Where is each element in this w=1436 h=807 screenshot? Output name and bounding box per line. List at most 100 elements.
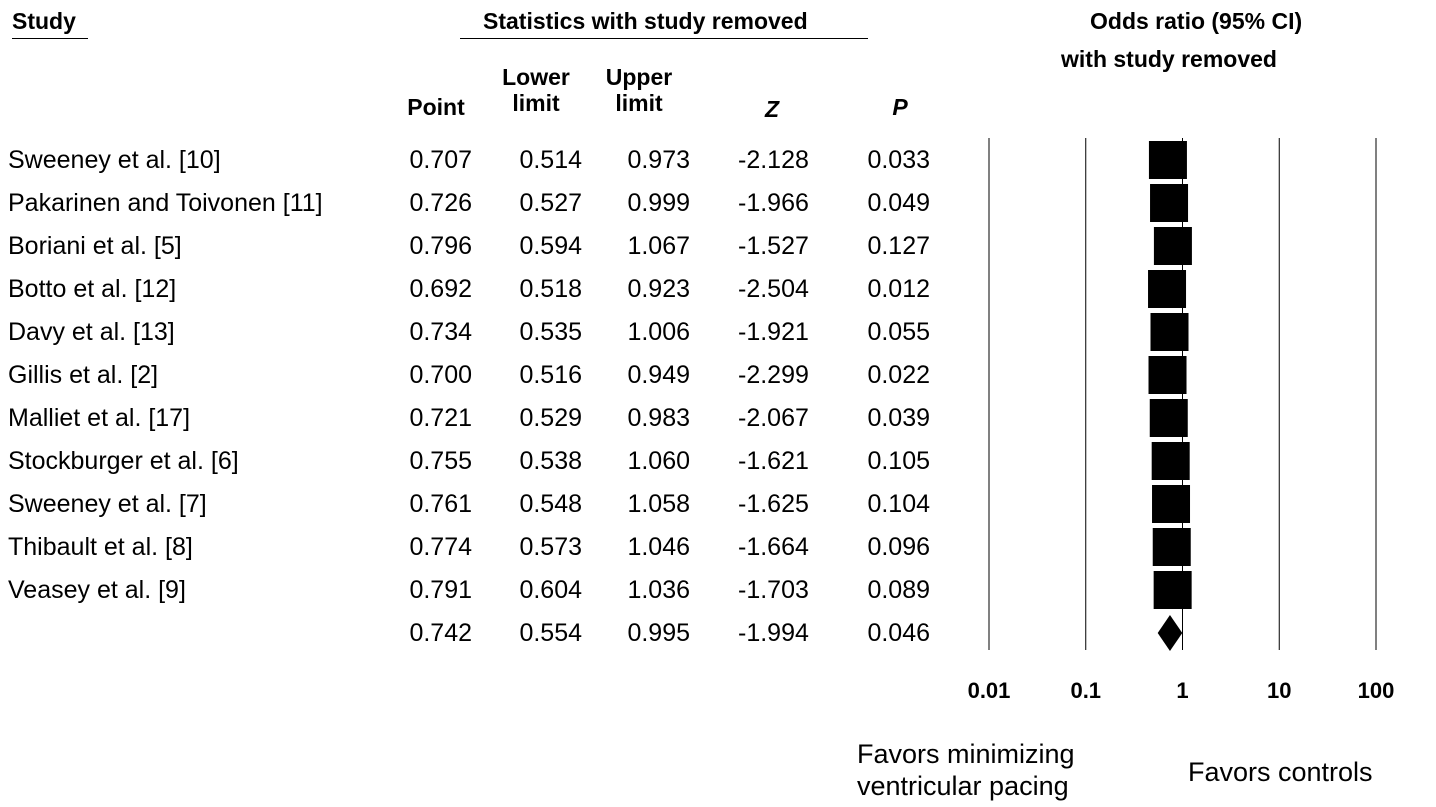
lower-limit-cell: 0.514 bbox=[519, 146, 582, 174]
lower-limit-header-line2: limit bbox=[512, 90, 560, 116]
p-cell: 0.055 bbox=[867, 318, 930, 346]
lower-limit-cell: 0.518 bbox=[519, 275, 582, 303]
point-cell: 0.734 bbox=[409, 318, 472, 346]
p-cell: 0.096 bbox=[867, 533, 930, 561]
study-name-cell: Pakarinen and Toivonen [11] bbox=[8, 189, 323, 217]
upper-limit-cell: 1.006 bbox=[627, 318, 690, 346]
upper-limit-cell: 1.046 bbox=[627, 533, 690, 561]
table-row: Sweeney et al. [10] 0.707 0.514 0.973 -2.128… bbox=[0, 146, 940, 188]
lower-limit-cell: 0.516 bbox=[519, 361, 582, 389]
point-cell: 0.742 bbox=[409, 619, 472, 647]
x-tick-label: 0.01 bbox=[968, 678, 1011, 703]
upper-limit-cell: 1.067 bbox=[627, 232, 690, 260]
p-cell: 0.127 bbox=[867, 232, 930, 260]
upper-limit-column-header: Upper limit bbox=[598, 64, 680, 116]
lower-limit-cell: 0.594 bbox=[519, 232, 582, 260]
upper-limit-cell: 1.036 bbox=[627, 576, 690, 604]
upper-limit-cell: 0.995 bbox=[627, 619, 690, 647]
table-row: Gillis et al. [2] 0.700 0.516 0.949 -2.299 0.… bbox=[0, 361, 940, 403]
point-cell: 0.774 bbox=[409, 533, 472, 561]
z-cell: -1.966 bbox=[738, 189, 809, 217]
study-header: Study bbox=[12, 8, 76, 34]
p-cell: 0.033 bbox=[867, 146, 930, 174]
odds-ratio-header-line1: Odds ratio (95% CI) bbox=[1090, 8, 1303, 34]
lower-limit-cell: 0.538 bbox=[519, 447, 582, 475]
point-marker bbox=[1148, 270, 1187, 308]
study-name-cell: Botto et al. [12] bbox=[8, 275, 177, 303]
lower-limit-cell: 0.604 bbox=[519, 576, 582, 604]
p-cell: 0.089 bbox=[867, 576, 930, 604]
z-cell: -1.621 bbox=[738, 447, 809, 475]
upper-limit-header-line1: Upper bbox=[605, 64, 673, 90]
odds-ratio-header-line2: with study removed bbox=[1061, 46, 1277, 72]
lower-limit-column-header: Lower limit bbox=[488, 64, 584, 116]
point-cell: 0.707 bbox=[409, 146, 472, 174]
favors-minimizing-label: Favors minimizing ventricular pacing bbox=[857, 738, 1075, 802]
z-cell: -1.703 bbox=[738, 576, 809, 604]
study-name-cell: Sweeney et al. [7] bbox=[8, 490, 207, 518]
point-marker bbox=[1149, 399, 1188, 437]
lower-limit-cell: 0.529 bbox=[519, 404, 582, 432]
z-cell: -1.664 bbox=[738, 533, 809, 561]
p-cell: 0.046 bbox=[867, 619, 930, 647]
x-tick-label: 10 bbox=[1267, 678, 1291, 703]
lower-limit-header-line1: Lower bbox=[502, 64, 570, 90]
study-name-cell: Boriani et al. [5] bbox=[8, 232, 182, 260]
favors-minimizing-line1: Favors minimizing bbox=[857, 739, 1075, 769]
upper-limit-cell: 0.949 bbox=[627, 361, 690, 389]
p-cell: 0.049 bbox=[867, 189, 930, 217]
p-cell: 0.012 bbox=[867, 275, 930, 303]
favors-controls-label: Favors controls bbox=[1188, 757, 1373, 787]
point-marker bbox=[1148, 356, 1187, 394]
study-name-cell: Gillis et al. [2] bbox=[8, 361, 159, 389]
point-cell: 0.761 bbox=[409, 490, 472, 518]
z-cell: -1.527 bbox=[738, 232, 809, 260]
summary-row: 0.742 0.554 0.995 -1.994 0.046 bbox=[0, 619, 940, 661]
upper-limit-cell: 1.058 bbox=[627, 490, 690, 518]
point-marker bbox=[1148, 141, 1187, 179]
p-cell: 0.104 bbox=[867, 490, 930, 518]
z-cell: -2.299 bbox=[738, 361, 809, 389]
point-marker bbox=[1152, 528, 1191, 566]
upper-limit-cell: 0.973 bbox=[627, 146, 690, 174]
upper-limit-cell: 0.999 bbox=[627, 189, 690, 217]
lower-limit-cell: 0.535 bbox=[519, 318, 582, 346]
lower-limit-cell: 0.527 bbox=[519, 189, 582, 217]
z-cell: -1.921 bbox=[738, 318, 809, 346]
point-column-header: Point bbox=[407, 94, 465, 120]
x-tick-label: 1 bbox=[1176, 678, 1188, 703]
x-tick-label: 0.1 bbox=[1070, 678, 1101, 703]
upper-limit-header-line2: limit bbox=[615, 90, 663, 116]
summary-diamond bbox=[1157, 615, 1183, 651]
study-header-underline bbox=[12, 38, 88, 39]
lower-limit-cell: 0.548 bbox=[519, 490, 582, 518]
z-cell: -2.504 bbox=[738, 275, 809, 303]
table-row: Pakarinen and Toivonen [11] 0.726 0.527 0.9… bbox=[0, 189, 940, 231]
point-marker bbox=[1152, 485, 1191, 523]
table-row: Davy et al. [13] 0.734 0.535 1.006 -1.921 0.0… bbox=[0, 318, 940, 360]
point-cell: 0.726 bbox=[409, 189, 472, 217]
table-row: Malliet et al. [17] 0.721 0.529 0.983 -2.067… bbox=[0, 404, 940, 446]
p-cell: 0.105 bbox=[867, 447, 930, 475]
point-cell: 0.755 bbox=[409, 447, 472, 475]
z-cell: -1.625 bbox=[738, 490, 809, 518]
z-cell: -1.994 bbox=[738, 619, 809, 647]
point-cell: 0.692 bbox=[409, 275, 472, 303]
study-name-cell: Veasey et al. [9] bbox=[8, 576, 186, 604]
point-marker bbox=[1153, 571, 1192, 609]
x-tick-label: 100 bbox=[1358, 678, 1395, 703]
study-name-cell: Sweeney et al. [10] bbox=[8, 146, 221, 174]
point-marker bbox=[1150, 184, 1189, 222]
p-cell: 0.022 bbox=[867, 361, 930, 389]
study-name-cell: Thibault et al. [8] bbox=[8, 533, 193, 561]
z-cell: -2.067 bbox=[738, 404, 809, 432]
point-cell: 0.796 bbox=[409, 232, 472, 260]
table-row: Stockburger et al. [6] 0.755 0.538 1.060 -1.… bbox=[0, 447, 940, 489]
z-column-header: Z bbox=[764, 96, 780, 122]
point-marker bbox=[1153, 227, 1192, 265]
p-column-header: P bbox=[892, 94, 908, 120]
stats-group-header: Statistics with study removed bbox=[483, 8, 808, 34]
upper-limit-cell: 0.983 bbox=[627, 404, 690, 432]
table-row: Botto et al. [12] 0.692 0.518 0.923 -2.504 0.… bbox=[0, 275, 940, 317]
